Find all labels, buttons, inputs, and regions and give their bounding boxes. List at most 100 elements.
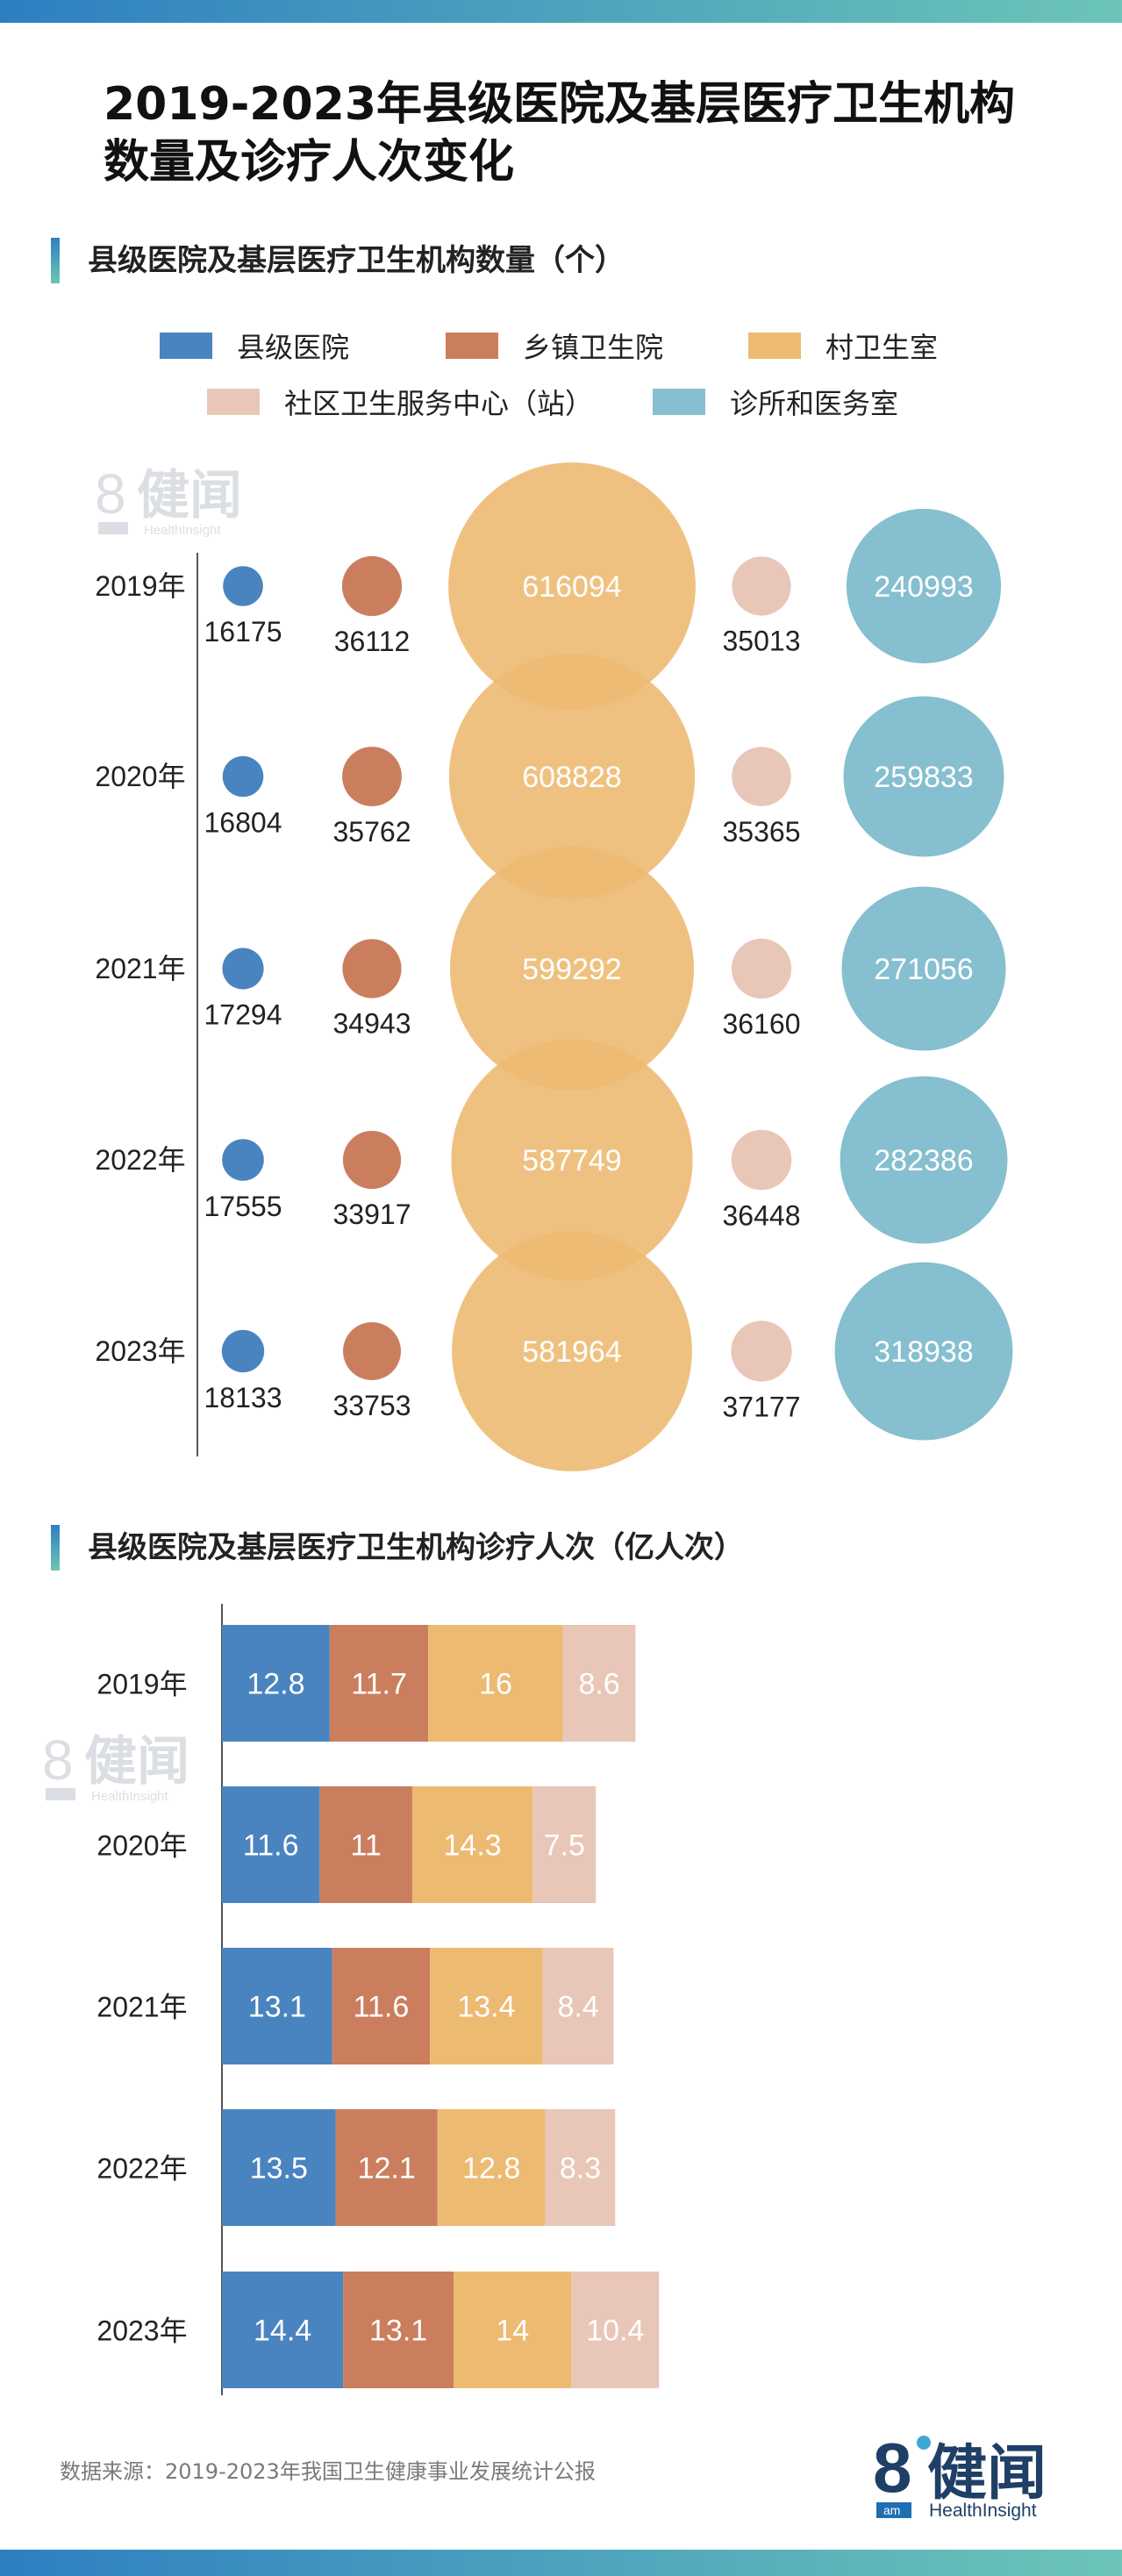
bar-segment [430,1948,543,2064]
bubble-category-label: 2021年 [95,953,185,984]
bar-segment [222,1948,332,2064]
bubble-point [732,747,791,806]
bar-category-label: 2020年 [96,1830,187,1862]
bubble-category-label: 2023年 [95,1335,185,1367]
bar-category-label: 2022年 [96,2153,187,2185]
top-accent-bar [0,0,1122,23]
bubble-value-label: 18133 [204,1382,282,1413]
section-title-counts-text: 县级医院及基层医疗卫生机构数量（个） [88,243,625,278]
bubble-point [846,508,1002,664]
section-accent-icon [51,1525,60,1571]
bar-segment [411,1786,533,1903]
bubble-point [843,696,1004,857]
bar-value-label: 8.6 [578,1668,619,1701]
bubble-point [222,1139,264,1181]
bubble-point [342,747,402,806]
bubble-category-label: 2022年 [95,1144,185,1176]
bar-segment [437,2109,546,2226]
watermark-logo-icon: 8 健闻 HealthInsight [95,462,242,538]
logo-name: 健闻 [927,2440,1047,2507]
svg-text:健闻: 健闻 [84,1732,189,1791]
bar-segment [222,1786,320,1903]
legend-label: 县级医院 [237,331,350,364]
bar-value-label: 13.5 [250,2152,308,2186]
legend-swatch [653,389,705,415]
bubble-value-label: 33917 [333,1199,411,1230]
bubble-value-label: 16804 [204,806,282,838]
bar-segment [335,2109,438,2226]
legend-label: 社区卫生服务中心（站） [284,387,594,420]
legend-swatch [207,389,260,415]
bubble-point [834,1262,1013,1441]
bar-value-label: 14.4 [254,2315,311,2348]
data-source-note: 数据来源：2019-2023年我国卫生健康事业发展统计公报 [60,2459,596,2484]
bubble-value-label: 36160 [723,1008,801,1040]
bar-segment [319,1786,412,1903]
bubble-value-label: 318938 [874,1335,973,1369]
page-title: 2019-2023年县级医院及基层医疗卫生机构 数量及诊疗人次变化 [104,75,1015,191]
bubble-category-label: 2019年 [95,570,185,602]
bar-value-label: 13.4 [457,1991,515,2024]
watermark-logo-icon: 8 健闻 HealthInsight [42,1728,189,1804]
bubble-value-label: 608828 [522,761,621,794]
bubble-value-label: 616094 [522,570,621,604]
bar-value-label: 11 [351,1829,382,1863]
legend-swatch [748,333,801,359]
bubble-point [452,1231,692,1471]
bubble-point [840,1076,1008,1244]
legend-item-community-health-center: 社区卫生服务中心（站） [207,384,594,420]
bubble-value-label: 587749 [522,1144,621,1177]
bar-segment [428,1625,563,1742]
bubble-value-label: 240993 [874,570,973,604]
bar-segment [222,1625,330,1742]
legend-label: 乡镇卫生院 [523,331,664,364]
legend-label: 村卫生室 [825,331,939,364]
bar-segment [332,1948,431,2064]
bubble-value-label: 271056 [874,953,973,986]
bubble-point [451,1039,693,1281]
legend-item-township-health-center: 乡镇卫生院 [446,328,664,364]
bar-category-label: 2021年 [96,1992,187,2023]
bubble-value-label: 259833 [874,761,973,794]
logo-dot-icon [917,2436,931,2450]
bubble-point [343,1322,401,1380]
bubble-value-label: 17294 [204,999,282,1031]
bubble-chart: 2019年 2020年 2021年 2022年 2023年 16175 16804 17294… [95,462,1013,1471]
svg-text:HealthInsight: HealthInsight [91,1789,168,1804]
legend-swatch [446,333,498,359]
bar-value-label: 14 [496,2315,529,2348]
section-title-visits-text: 县级医院及基层医疗卫生机构诊疗人次（亿人次） [88,1530,744,1565]
bubble-point [342,939,402,998]
logo-subtitle: HealthInsight [929,2501,1037,2521]
bubble-point [731,1129,792,1191]
bubble-point [841,886,1006,1051]
legend-swatch [160,333,212,359]
bubble-value-label: 35013 [723,626,801,657]
brand-logo-icon: 8 健闻 am HealthInsight [873,2430,1047,2521]
bar-segment [571,2272,660,2388]
logo-badge-text: am [883,2503,900,2517]
bubble-value-label: 581964 [522,1335,621,1369]
legend-item-clinic-infirmary: 诊所和医务室 [653,384,898,420]
logo-badge [876,2502,911,2518]
bubble-point [731,1320,792,1382]
bubble-point [221,1329,265,1373]
bar-value-label: 16 [479,1668,512,1701]
bubble-point [450,847,694,1091]
bubble-value-label: 36448 [723,1199,801,1231]
bubble-point [341,555,403,617]
bar-value-label: 12.8 [462,2152,520,2186]
bar-value-label: 14.3 [444,1829,502,1863]
bubble-point [223,566,263,606]
bubble-point [222,755,264,798]
svg-text:8: 8 [42,1728,74,1792]
bar-segment [542,1948,614,2064]
bar-segment [329,1625,429,1742]
bar-segment [532,1786,597,1903]
bar-category-label: 2019年 [96,1669,187,1700]
svg-text:健闻: 健闻 [137,466,242,525]
page-title-line1: 2019-2023年县级医院及基层医疗卫生机构 [104,78,1016,131]
bar-value-label: 7.5 [544,1829,585,1863]
bar-value-label: 10.4 [586,2315,644,2348]
legend-item-county-hospital: 县级医院 [160,328,350,364]
